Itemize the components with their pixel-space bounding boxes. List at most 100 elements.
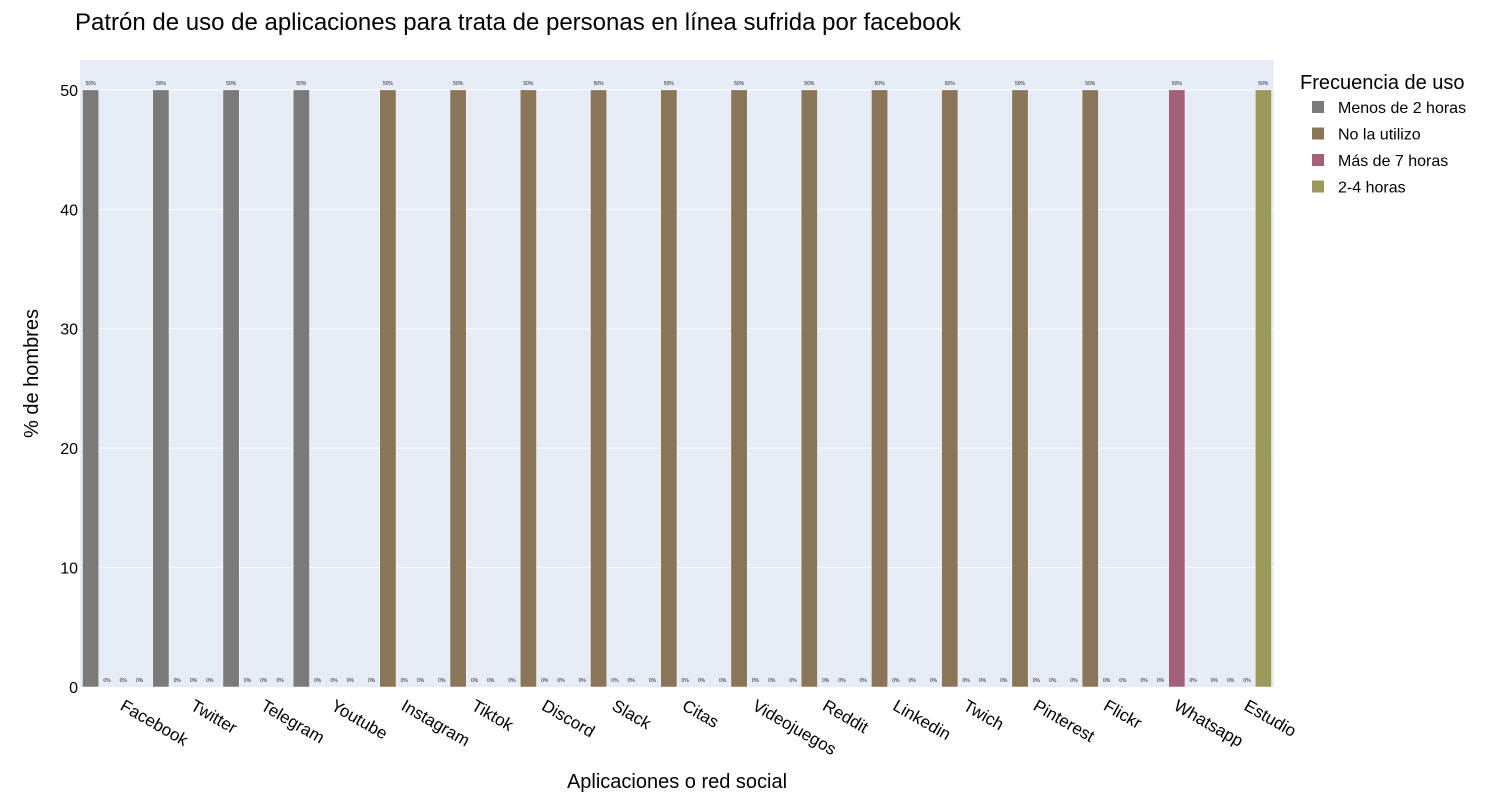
bar[interactable]: [222, 89, 240, 688]
data-label: 0%: [719, 678, 727, 684]
data-label: 50%: [226, 81, 237, 87]
data-label: 50%: [296, 81, 307, 87]
data-label: 0%: [1000, 678, 1008, 684]
x-tick-label: Citas: [679, 696, 722, 732]
data-label: 0%: [628, 678, 636, 684]
x-tick-label: Reddit: [819, 696, 871, 737]
data-label: 0%: [244, 678, 252, 684]
data-label: 50%: [156, 81, 167, 87]
data-label: 0%: [979, 678, 987, 684]
bar[interactable]: [82, 89, 100, 688]
bar[interactable]: [941, 89, 959, 688]
data-label: 0%: [579, 678, 587, 684]
bar[interactable]: [730, 89, 748, 688]
x-tick-label: Facebook: [117, 696, 192, 750]
x-tick-label: Discord: [539, 696, 598, 741]
x-axis-title: Aplicaciones o red social: [567, 771, 787, 793]
data-label: 50%: [86, 81, 97, 87]
data-label: 0%: [260, 678, 268, 684]
bar[interactable]: [660, 89, 678, 688]
data-label: 0%: [698, 678, 706, 684]
bar[interactable]: [590, 89, 608, 688]
y-tick-label: 30: [60, 322, 78, 339]
bar[interactable]: [292, 89, 310, 688]
data-label: 50%: [734, 81, 745, 87]
data-label: 50%: [664, 81, 675, 87]
bar[interactable]: [1254, 89, 1272, 688]
data-label: 0%: [541, 678, 549, 684]
data-label: 0%: [120, 678, 128, 684]
data-label: 0%: [682, 678, 690, 684]
x-tick-label: Slack: [609, 696, 655, 733]
x-tick-label: Twich: [960, 696, 1007, 734]
bar[interactable]: [449, 89, 467, 688]
legend-item[interactable]: 2-4 horas: [1312, 180, 1406, 197]
y-tick-label: 20: [60, 441, 78, 458]
data-label: 50%: [945, 81, 956, 87]
data-label: 0%: [557, 678, 565, 684]
bar[interactable]: [379, 89, 397, 688]
data-label: 50%: [523, 81, 534, 87]
data-label: 0%: [1243, 678, 1251, 684]
data-label: 0%: [401, 678, 409, 684]
data-label: 0%: [330, 678, 338, 684]
x-tick-label: Youtube: [328, 696, 391, 743]
data-label: 0%: [838, 678, 846, 684]
data-label: 0%: [276, 678, 284, 684]
legend-label: 2-4 horas: [1338, 180, 1406, 197]
bar[interactable]: [1081, 89, 1099, 688]
data-label: 0%: [438, 678, 446, 684]
data-label: 0%: [892, 678, 900, 684]
legend-items[interactable]: Menos de 2 horas No la utilizo Más de 7 ho…: [1312, 100, 1466, 197]
data-label: 50%: [1015, 81, 1026, 87]
data-label: 50%: [383, 81, 394, 87]
data-label: 0%: [487, 678, 495, 684]
data-label: 0%: [1103, 678, 1111, 684]
data-label: 0%: [860, 678, 868, 684]
data-label: 0%: [1211, 678, 1219, 684]
x-tick-label: Tiktok: [468, 696, 517, 735]
legend-item[interactable]: No la utilizo: [1312, 127, 1421, 144]
bar[interactable]: [1011, 89, 1029, 688]
data-label: 0%: [471, 678, 479, 684]
x-tick-label: Instagram: [398, 696, 473, 750]
data-label: 0%: [752, 678, 760, 684]
data-label: 0%: [962, 678, 970, 684]
x-tick-label: Twitter: [187, 696, 240, 738]
data-label: 0%: [190, 678, 198, 684]
data-label: 50%: [875, 81, 886, 87]
legend-item[interactable]: Menos de 2 horas: [1312, 100, 1466, 117]
data-label: 0%: [174, 678, 182, 684]
data-label: 0%: [368, 678, 376, 684]
data-label: 0%: [1033, 678, 1041, 684]
data-label: 0%: [611, 678, 619, 684]
legend[interactable]: Frecuencia de uso Menos de 2 horas No la …: [1300, 72, 1466, 197]
legend-swatch: [1312, 101, 1324, 113]
bars: [82, 89, 1272, 688]
data-label: 50%: [804, 81, 815, 87]
bar[interactable]: [800, 89, 818, 688]
data-label: 50%: [594, 81, 605, 87]
data-label: 0%: [508, 678, 516, 684]
bar[interactable]: [519, 89, 537, 688]
data-label: 0%: [1141, 678, 1149, 684]
y-axis-title: % de hombres: [21, 309, 43, 438]
legend-item[interactable]: Más de 7 horas: [1312, 153, 1448, 170]
bar[interactable]: [871, 89, 888, 688]
data-label: 0%: [822, 678, 830, 684]
x-tick-label: Linkedin: [890, 696, 954, 744]
data-label: 0%: [1070, 678, 1078, 684]
data-label: 0%: [649, 678, 657, 684]
bar[interactable]: [152, 89, 170, 688]
data-label: 0%: [417, 678, 425, 684]
data-label: 0%: [1227, 678, 1235, 684]
data-label: 0%: [1119, 678, 1127, 684]
x-tick-label: Flickr: [1100, 696, 1145, 733]
data-label: 0%: [136, 678, 144, 684]
bar[interactable]: [1168, 89, 1186, 688]
data-label: 0%: [768, 678, 776, 684]
legend-swatch: [1312, 180, 1324, 193]
legend-title: Frecuencia de uso: [1300, 72, 1465, 94]
